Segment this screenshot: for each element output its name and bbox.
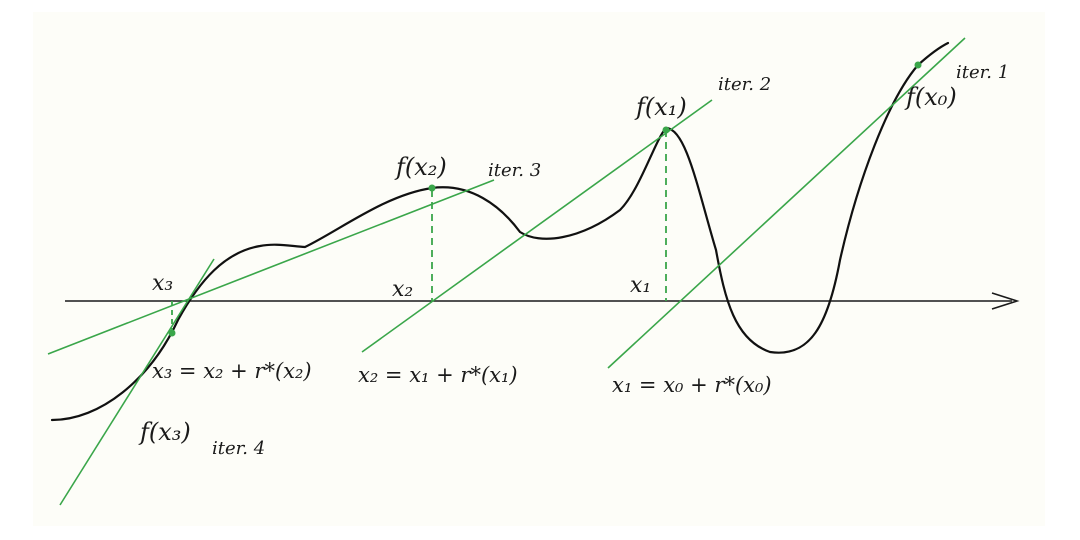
point-f-x2 [428, 184, 436, 192]
label-x2: x₂ [392, 277, 413, 302]
label-iter-1: iter. 1 [956, 62, 1009, 83]
paper-background [33, 12, 1045, 526]
point-f-x3 [168, 329, 176, 337]
equation-x2: x₂ = x₁ + r*(x₁) [358, 363, 518, 387]
point-f-x0 [914, 61, 922, 69]
x-axis-arrowhead [991, 292, 1020, 310]
tangent-line-iter-3 [47, 179, 495, 355]
tangent-line-iter-1 [607, 37, 966, 369]
label-x1: x₁ [630, 273, 651, 298]
tangent-line-iter-2 [361, 99, 713, 353]
point-f-x1 [662, 126, 670, 134]
label-iter-3: iter. 3 [488, 160, 541, 181]
label-f-x3: f(x₃) [138, 418, 191, 446]
equation-x3: x₃ = x₂ + r*(x₂) [152, 359, 312, 383]
label-iter-4: iter. 4 [212, 438, 265, 459]
function-curve [50, 41, 950, 422]
label-x3: x₃ [152, 271, 173, 296]
label-f-x1: f(x₁) [634, 93, 687, 121]
label-iter-2: iter. 2 [718, 74, 771, 95]
label-f-x0: f(x₀) [904, 83, 957, 111]
tangent-line-iter-4 [59, 258, 215, 506]
label-f-x2: f(x₂) [394, 153, 447, 181]
equation-x1: x₁ = x₀ + r*(x₀) [612, 373, 772, 397]
